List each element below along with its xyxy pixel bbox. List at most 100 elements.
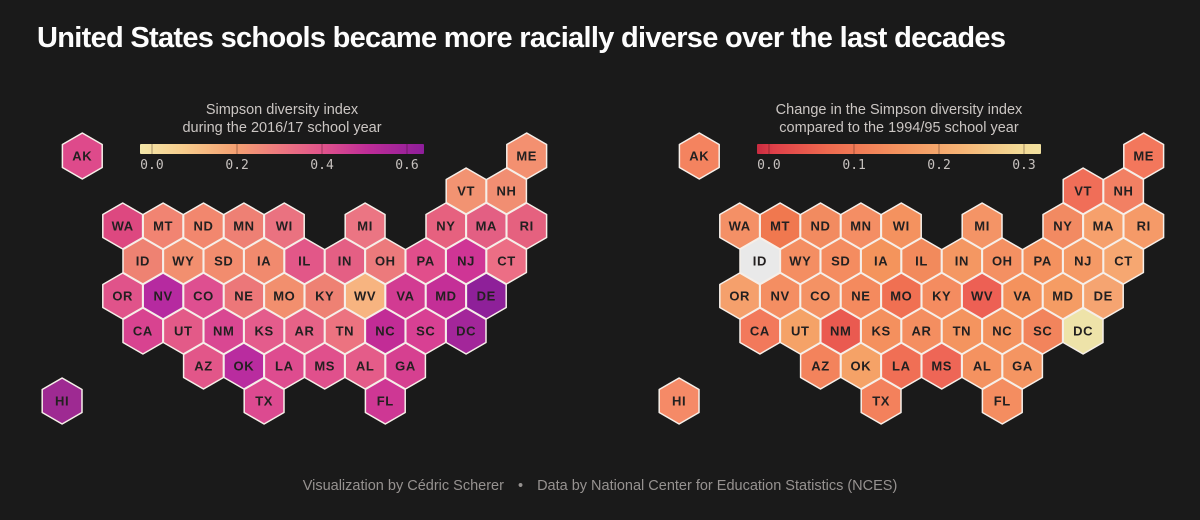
hex-label-IL: IL bbox=[915, 254, 928, 269]
hex-DC bbox=[445, 307, 487, 355]
hex-label-MN: MN bbox=[233, 219, 254, 234]
hex-label-NE: NE bbox=[851, 289, 870, 304]
hex-label-ME: ME bbox=[1133, 149, 1154, 164]
hex-label-LA: LA bbox=[275, 359, 294, 374]
hex-label-AL: AL bbox=[973, 359, 992, 374]
hex-label-CO: CO bbox=[810, 289, 831, 304]
legend-left-colorbar bbox=[140, 144, 424, 154]
hex-label-HI: HI bbox=[55, 394, 69, 409]
hex-HI bbox=[41, 377, 83, 425]
hex-label-SD: SD bbox=[214, 254, 233, 269]
hex-label-AZ: AZ bbox=[811, 359, 830, 374]
credits: Visualization by Cédric Scherer • Data b… bbox=[0, 478, 1200, 494]
hex-label-PA: PA bbox=[417, 254, 435, 269]
hex-label-TX: TX bbox=[255, 394, 273, 409]
hex-label-NE: NE bbox=[234, 289, 253, 304]
hex-label-IA: IA bbox=[874, 254, 888, 269]
colorbar-tick bbox=[853, 144, 855, 154]
hex-label-CA: CA bbox=[750, 324, 770, 339]
hex-label-MO: MO bbox=[273, 289, 295, 304]
hex-label-WY: WY bbox=[172, 254, 194, 269]
hex-label-KY: KY bbox=[315, 289, 334, 304]
colorbar-tick bbox=[768, 144, 770, 154]
legend-right: Change in the Simpson diversity index co… bbox=[757, 101, 1041, 174]
hex-label-FL: FL bbox=[377, 394, 394, 409]
hex-label-WY: WY bbox=[789, 254, 811, 269]
legend-left-title-line2: during the 2016/17 school year bbox=[182, 120, 382, 136]
hex-label-IN: IN bbox=[955, 254, 969, 269]
hex-label-ND: ND bbox=[194, 219, 214, 234]
credit-visualization: Visualization by Cédric Scherer bbox=[302, 478, 504, 494]
hex-FL bbox=[364, 377, 406, 425]
hex-label-GA: GA bbox=[1012, 359, 1033, 374]
hex-label-RI: RI bbox=[1137, 219, 1151, 234]
tick-label: 0.2 bbox=[225, 158, 249, 173]
hex-label-LA: LA bbox=[892, 359, 911, 374]
credit-separator: • bbox=[517, 478, 524, 494]
hex-label-NV: NV bbox=[153, 289, 172, 304]
colorbar-tick bbox=[406, 144, 408, 154]
tick-label: 0.6 bbox=[395, 158, 419, 173]
hex-AK bbox=[61, 132, 103, 180]
hex-label-WV: WV bbox=[971, 289, 993, 304]
tick-label: 0.0 bbox=[757, 158, 781, 173]
credit-data-source: Data by National Center for Education St… bbox=[537, 478, 898, 494]
hex-label-AL: AL bbox=[356, 359, 375, 374]
hex-label-UT: UT bbox=[174, 324, 193, 339]
hex-label-MI: MI bbox=[974, 219, 990, 234]
hex-label-CT: CT bbox=[497, 254, 516, 269]
hex-label-DC: DC bbox=[1073, 324, 1093, 339]
hex-label-AR: AR bbox=[295, 324, 315, 339]
hex-label-KY: KY bbox=[932, 289, 951, 304]
hex-label-ME: ME bbox=[516, 149, 537, 164]
hex-label-MA: MA bbox=[1093, 219, 1114, 234]
hex-label-WI: WI bbox=[893, 219, 910, 234]
hex-HI bbox=[658, 377, 700, 425]
hex-label-AR: AR bbox=[912, 324, 932, 339]
hex-label-SC: SC bbox=[1033, 324, 1052, 339]
hex-label-WA: WA bbox=[729, 219, 751, 234]
tick-label: 0.4 bbox=[310, 158, 334, 173]
hex-label-SC: SC bbox=[416, 324, 435, 339]
hex-label-NC: NC bbox=[992, 324, 1012, 339]
hex-label-MN: MN bbox=[850, 219, 871, 234]
hex-label-NM: NM bbox=[830, 324, 851, 339]
hex-label-NV: NV bbox=[770, 289, 789, 304]
hex-label-MA: MA bbox=[476, 219, 497, 234]
hex-label-OH: OH bbox=[992, 254, 1013, 269]
hex-label-OK: OK bbox=[851, 359, 872, 374]
hex-label-DE: DE bbox=[477, 289, 496, 304]
legend-right-title-line2: compared to the 1994/95 school year bbox=[779, 120, 1019, 136]
colorbar-tick bbox=[321, 144, 323, 154]
hex-label-CA: CA bbox=[133, 324, 153, 339]
tick-label: 0.0 bbox=[140, 158, 164, 173]
hex-label-VA: VA bbox=[1013, 289, 1031, 304]
hex-label-NJ: NJ bbox=[457, 254, 475, 269]
hexmap-2016-17: AK ME VT NH WA MT ND MN WI MI NY MA RI ID WY SD IA IL IN OH… bbox=[41, 132, 548, 425]
hex-label-DC: DC bbox=[456, 324, 476, 339]
hex-label-RI: RI bbox=[520, 219, 534, 234]
hex-TX bbox=[860, 377, 902, 425]
hex-label-TN: TN bbox=[953, 324, 972, 339]
colorbar-tick bbox=[1023, 144, 1025, 154]
legend-left-title-line1: Simpson diversity index bbox=[205, 102, 359, 118]
hex-label-MI: MI bbox=[357, 219, 373, 234]
hex-label-WI: WI bbox=[276, 219, 293, 234]
hex-label-UT: UT bbox=[791, 324, 810, 339]
hex-label-MS: MS bbox=[931, 359, 952, 374]
hex-label-MT: MT bbox=[770, 219, 790, 234]
legend-left: Simpson diversity index during the 2016/… bbox=[140, 101, 424, 174]
legend-right-title-line1: Change in the Simpson diversity index bbox=[775, 102, 1023, 118]
hex-label-NM: NM bbox=[213, 324, 234, 339]
tick-label: 0.1 bbox=[842, 158, 866, 173]
hex-AK bbox=[678, 132, 720, 180]
hex-label-CO: CO bbox=[193, 289, 214, 304]
hex-label-FL: FL bbox=[994, 394, 1011, 409]
hex-label-WA: WA bbox=[112, 219, 134, 234]
hex-label-IL: IL bbox=[298, 254, 311, 269]
hex-label-MT: MT bbox=[153, 219, 173, 234]
colorbar-tick bbox=[236, 144, 238, 154]
legend-right-colorbar bbox=[757, 144, 1041, 154]
hex-label-MD: MD bbox=[435, 289, 456, 304]
